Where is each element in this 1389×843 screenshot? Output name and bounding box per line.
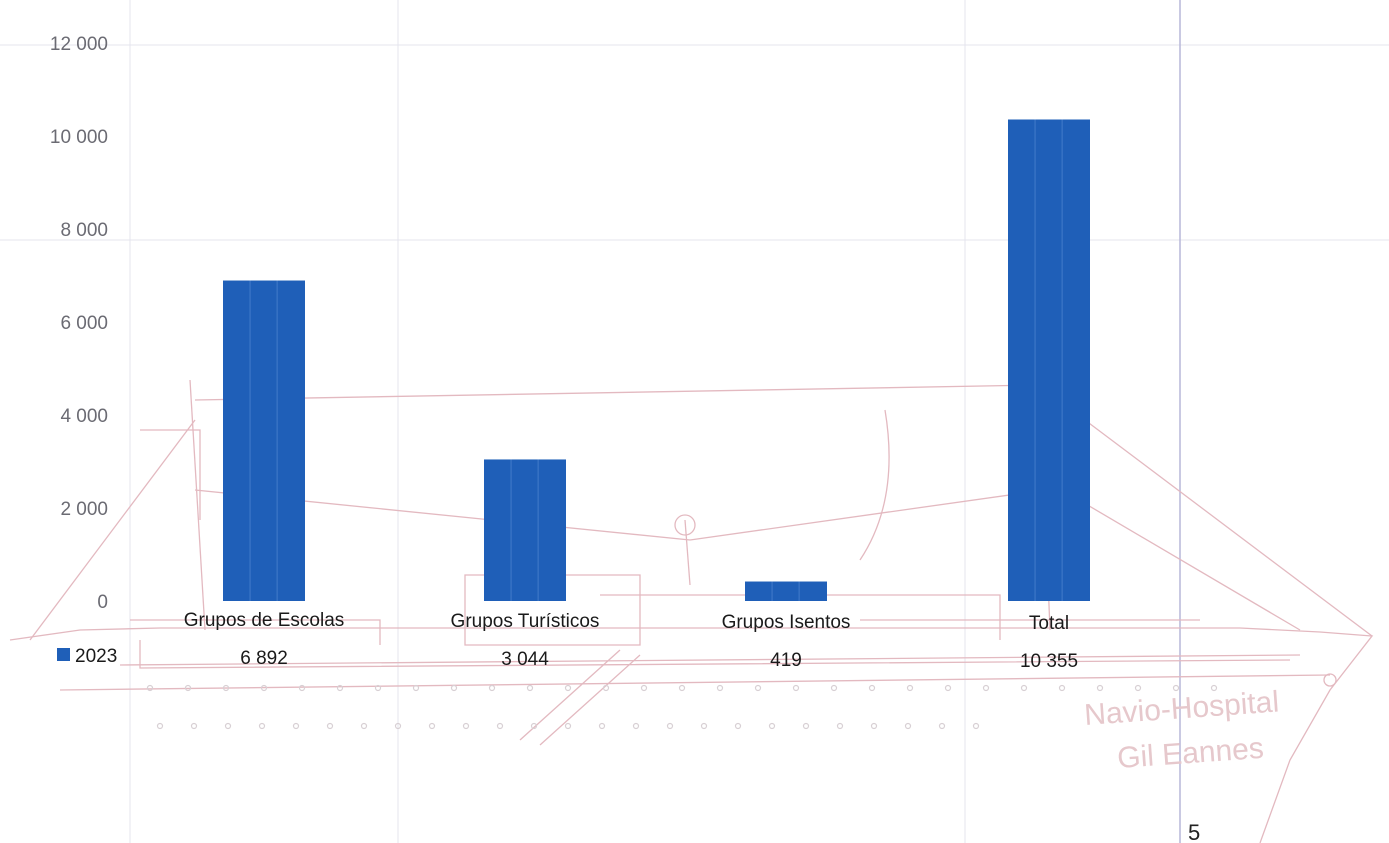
- page-number: 5: [1188, 820, 1200, 843]
- y-tick-label: 4 000: [60, 406, 108, 427]
- y-tick-label: 8 000: [60, 220, 108, 241]
- data-table-value: 419: [770, 650, 802, 671]
- data-table-values: 6 892 3 044 419 10 355: [240, 648, 1078, 672]
- y-tick-label: 2 000: [60, 499, 108, 520]
- y-axis: 0 2 000 4 000 6 000 8 000 10 000 12 000: [50, 34, 108, 613]
- bar: [745, 581, 827, 601]
- legend-swatch: [57, 648, 70, 661]
- data-table-value: 10 355: [1020, 651, 1078, 672]
- bar: [484, 459, 566, 601]
- bar: [223, 280, 305, 601]
- data-table-value: 6 892: [240, 648, 288, 669]
- bar-series: [223, 119, 1090, 602]
- y-tick-label: 12 000: [50, 34, 108, 55]
- data-table: 2023 6 892 3 044 419 10 355: [57, 646, 1078, 672]
- legend-label: 2023: [75, 646, 117, 667]
- category-label: Grupos Isentos: [722, 612, 851, 633]
- category-label: Grupos Turísticos: [451, 611, 600, 632]
- data-table-value: 3 044: [501, 649, 549, 670]
- category-label: Grupos de Escolas: [184, 610, 345, 631]
- category-axis: Grupos de Escolas Grupos Turísticos Grupos…: [184, 610, 1069, 634]
- bar: [1008, 119, 1090, 602]
- category-label: Total: [1029, 613, 1069, 634]
- porthole-row: [146, 684, 1218, 730]
- y-tick-label: 0: [97, 592, 108, 613]
- y-tick-label: 6 000: [60, 313, 108, 334]
- y-tick-label: 10 000: [50, 127, 108, 148]
